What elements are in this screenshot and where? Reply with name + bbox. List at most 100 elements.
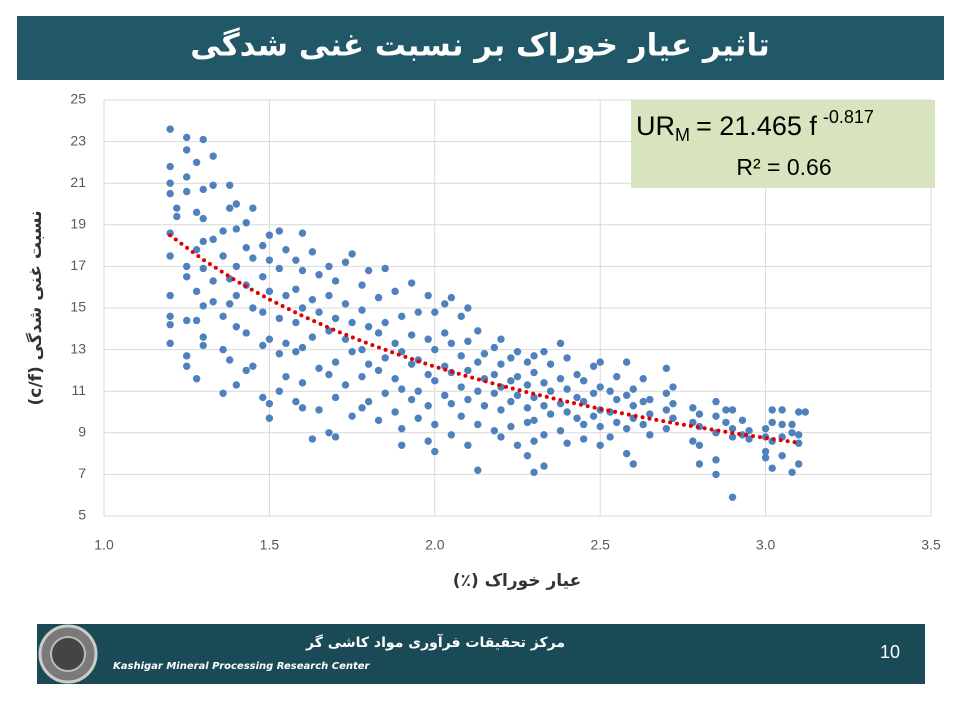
scatter-point bbox=[768, 464, 776, 472]
scatter-point bbox=[381, 318, 389, 327]
scatter-point bbox=[242, 329, 250, 337]
scatter-point bbox=[282, 246, 290, 254]
scatter-point bbox=[219, 389, 227, 397]
scatter-point bbox=[259, 341, 267, 350]
scatter-point bbox=[424, 437, 432, 445]
scatter-point bbox=[513, 347, 522, 356]
scatter-point bbox=[398, 312, 406, 321]
y-axis-label: نسبت غنی شدگی (c/f) bbox=[25, 211, 46, 406]
scatter-point bbox=[325, 327, 333, 335]
scatter-point bbox=[431, 345, 439, 354]
scatter-point bbox=[226, 356, 234, 364]
scatter-point bbox=[275, 350, 284, 358]
scatter-point bbox=[441, 300, 449, 308]
scatter-point bbox=[662, 364, 671, 373]
scatter-point bbox=[358, 281, 366, 289]
scatter-point bbox=[364, 266, 373, 275]
scatter-point bbox=[441, 329, 449, 337]
scatter-point bbox=[563, 408, 571, 416]
scatter-point bbox=[249, 362, 257, 370]
scatter-point bbox=[639, 375, 647, 383]
y-tick-label: 23 bbox=[70, 132, 86, 148]
scatter-point bbox=[556, 375, 565, 383]
scatter-point bbox=[523, 381, 532, 389]
slide-title: تاثیر عیار خوراک بر نسبت غنی شدگی bbox=[190, 27, 769, 64]
footer-center-en: Kashigar Mineral Processing Research Cen… bbox=[113, 661, 371, 672]
scatter-point bbox=[596, 441, 604, 449]
scatter-point bbox=[480, 350, 489, 358]
scatter-point bbox=[192, 287, 201, 296]
scatter-point bbox=[546, 387, 555, 395]
scatter-point bbox=[391, 375, 399, 383]
scatter-point bbox=[556, 399, 565, 408]
scatter-point bbox=[315, 406, 323, 414]
scatter-point bbox=[183, 173, 191, 181]
scatter-point bbox=[331, 433, 340, 441]
scatter-point bbox=[431, 308, 439, 316]
scatter-point bbox=[778, 406, 786, 414]
scatter-point bbox=[712, 397, 720, 406]
scatter-point bbox=[728, 424, 737, 433]
scatter-point bbox=[606, 387, 614, 395]
scatter-point bbox=[325, 370, 333, 379]
scatter-point bbox=[242, 219, 250, 227]
scatter-point bbox=[331, 393, 340, 402]
scatter-point bbox=[242, 243, 250, 252]
scatter-point bbox=[166, 339, 174, 348]
scatter-point bbox=[530, 468, 538, 477]
scatter-point bbox=[226, 300, 234, 308]
scatter-point bbox=[689, 437, 697, 445]
scatter-point bbox=[173, 204, 181, 212]
scatter-point bbox=[646, 431, 654, 439]
scatter-point bbox=[507, 422, 515, 431]
scatter-point bbox=[219, 345, 227, 354]
scatter-point bbox=[358, 345, 366, 354]
scatter-point bbox=[398, 441, 406, 449]
scatter-point bbox=[629, 460, 637, 468]
scatter-point bbox=[424, 291, 432, 300]
scatter-point bbox=[199, 214, 207, 223]
scatter-point bbox=[308, 435, 317, 443]
scatter-point bbox=[669, 399, 677, 408]
scatter-point bbox=[325, 291, 333, 300]
scatter-point bbox=[669, 414, 677, 422]
scatter-point bbox=[209, 298, 217, 306]
scatter-point bbox=[513, 391, 522, 400]
scatter-point bbox=[490, 370, 499, 379]
scatter-point bbox=[242, 366, 250, 375]
scatter-point bbox=[298, 343, 307, 352]
scatter-point bbox=[192, 208, 201, 217]
scatter-point bbox=[183, 316, 191, 325]
scatter-point bbox=[407, 331, 416, 339]
scatter-point bbox=[325, 429, 333, 437]
equation-sup: -0.817 bbox=[823, 107, 874, 127]
scatter-point bbox=[232, 225, 241, 233]
scatter-point bbox=[480, 402, 489, 410]
scatter-point bbox=[497, 335, 505, 343]
scatter-point bbox=[589, 362, 598, 370]
scatter-point bbox=[788, 420, 796, 429]
scatter-point bbox=[166, 320, 174, 329]
scatter-point bbox=[219, 227, 227, 235]
scatter-point bbox=[540, 402, 548, 410]
scatter-point bbox=[563, 439, 571, 447]
scatter-point bbox=[192, 246, 201, 254]
scatter-point bbox=[374, 416, 383, 425]
scatter-point bbox=[374, 293, 383, 302]
scatter-point bbox=[523, 451, 532, 460]
equation-rhs: = 21.465 f bbox=[696, 111, 817, 141]
scatter-point bbox=[364, 360, 373, 368]
scatter-point bbox=[364, 397, 373, 406]
scatter-point bbox=[249, 254, 257, 262]
scatter-point bbox=[232, 200, 241, 208]
equation: URM = 21.465 f -0.817 bbox=[636, 107, 874, 145]
scatter-point bbox=[315, 364, 323, 373]
scatter-point bbox=[183, 262, 191, 271]
scatter-point bbox=[639, 397, 647, 406]
scatter-point bbox=[629, 385, 637, 393]
scatter-point bbox=[794, 408, 803, 416]
scatter-point bbox=[199, 341, 207, 350]
scatter-point bbox=[282, 372, 290, 381]
scatter-point bbox=[596, 358, 604, 366]
scatter-point bbox=[298, 229, 307, 237]
